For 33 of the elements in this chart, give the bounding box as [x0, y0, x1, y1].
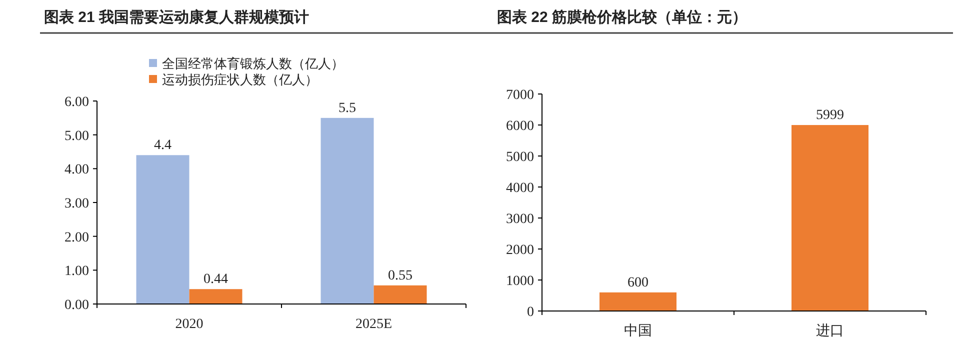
- data-label: 4.4: [154, 138, 172, 154]
- data-label: 5999: [816, 108, 844, 124]
- bar: [374, 285, 427, 304]
- x-tick-label: 2020: [175, 317, 204, 332]
- y-tick-label: 6.00: [64, 95, 89, 110]
- x-tick-label: 中国: [624, 323, 652, 339]
- x-tick-label: 进口: [816, 323, 844, 339]
- data-label: 5.5: [338, 100, 356, 116]
- legend-label: 运动损伤症状人数（亿人）: [162, 72, 318, 87]
- y-tick-label: 5000: [506, 150, 534, 165]
- y-tick-label: 0.00: [64, 298, 89, 313]
- y-tick-label: 2.00: [64, 230, 89, 246]
- y-tick-label: 5.00: [64, 128, 89, 144]
- bar: [320, 118, 374, 304]
- y-tick-label: 3.00: [64, 196, 89, 212]
- chart-title: 图表 22 筋膜枪价格比较（单位：元）: [497, 9, 748, 26]
- y-tick-label: 1000: [506, 274, 534, 289]
- y-tick-label: 1.00: [64, 264, 89, 280]
- y-tick-label: 4.00: [64, 162, 89, 178]
- chart-title: 图表 21 我国需要运动康复人群规模预计: [44, 8, 310, 26]
- data-label: 0.44: [204, 272, 228, 288]
- legend-label: 全国经常体育锻炼人数（亿人）: [162, 56, 344, 71]
- y-tick-label: 6000: [506, 119, 534, 134]
- data-label: 600: [628, 275, 648, 290]
- x-tick-label: 2025E: [355, 317, 392, 332]
- data-label: 0.55: [388, 268, 412, 284]
- bar: [189, 289, 242, 304]
- bar: [136, 155, 190, 304]
- y-tick-label: 2000: [506, 243, 534, 258]
- y-tick-label: 7000: [506, 88, 534, 103]
- y-tick-label: 3000: [506, 212, 534, 227]
- y-tick-label: 4000: [506, 181, 534, 196]
- y-tick-label: 0: [527, 305, 534, 320]
